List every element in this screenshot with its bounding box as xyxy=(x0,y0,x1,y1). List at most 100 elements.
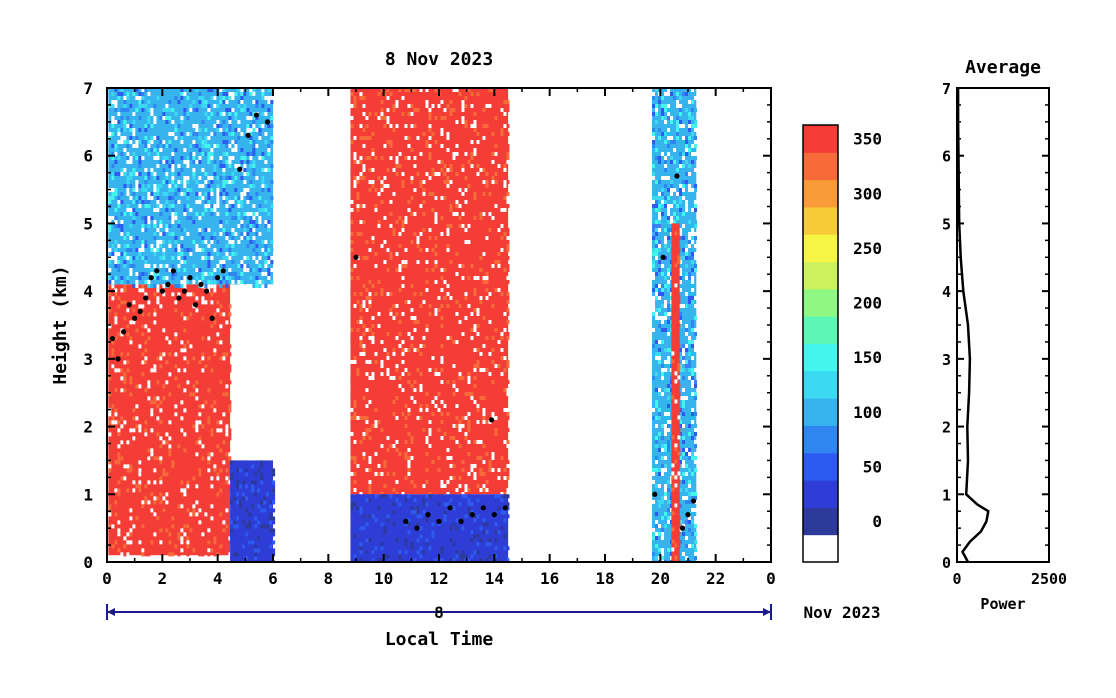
heat-cell xyxy=(395,372,399,376)
heat-cell xyxy=(114,444,118,449)
heat-cell xyxy=(359,492,363,496)
heat-cell xyxy=(213,552,217,557)
heat-cell xyxy=(473,352,477,356)
heat-cell xyxy=(222,456,226,461)
heat-cell xyxy=(377,328,381,332)
heat-cell xyxy=(377,396,381,400)
heat-cell xyxy=(404,488,408,492)
heat-cell xyxy=(183,332,187,337)
heat-cell xyxy=(380,148,384,152)
heat-cell xyxy=(407,136,411,140)
heat-cell xyxy=(401,144,405,148)
heat-cell xyxy=(213,160,217,164)
heat-cell xyxy=(207,492,211,497)
heat-cell xyxy=(195,396,199,401)
heat-cell xyxy=(126,540,130,545)
heat-cell xyxy=(174,432,178,437)
heat-cell xyxy=(479,468,483,472)
heat-cell xyxy=(377,128,381,132)
heat-cell xyxy=(246,268,250,272)
heat-cell xyxy=(198,440,202,445)
heat-cell xyxy=(383,348,387,352)
heat-cell xyxy=(443,268,447,272)
heat-cell xyxy=(440,416,444,420)
heat-cell xyxy=(243,236,247,240)
heat-cell xyxy=(120,388,124,393)
heat-cell xyxy=(473,104,477,108)
heat-cell xyxy=(401,112,405,116)
heat-cell xyxy=(174,300,178,305)
heat-cell xyxy=(413,304,417,308)
heat-cell xyxy=(356,320,360,324)
heat-cell xyxy=(374,112,378,116)
heat-cell xyxy=(368,200,372,204)
heat-cell xyxy=(135,456,139,461)
heat-cell xyxy=(410,368,414,372)
heat-cell xyxy=(407,164,411,168)
heat-cell xyxy=(263,496,267,501)
heat-cell xyxy=(135,384,139,389)
heat-cell xyxy=(204,204,208,208)
heat-cell xyxy=(177,392,181,397)
heat-cell xyxy=(482,316,486,320)
heat-cell xyxy=(419,180,423,184)
heat-cell xyxy=(455,152,459,156)
heat-cell xyxy=(260,472,264,477)
heat-cell xyxy=(240,220,244,224)
heat-cell xyxy=(174,364,178,369)
heat-cell xyxy=(225,276,229,280)
heat-cell xyxy=(237,120,241,124)
heat-cell xyxy=(120,416,124,421)
heat-cell xyxy=(192,508,196,513)
heat-cell xyxy=(159,324,163,329)
heat-cell xyxy=(470,384,474,388)
heat-cell xyxy=(108,432,112,437)
heat-cell xyxy=(383,464,387,468)
heat-cell xyxy=(147,484,151,489)
heat-cell xyxy=(437,164,441,168)
heat-cell xyxy=(132,284,136,288)
heat-cell xyxy=(440,132,444,136)
heat-cell xyxy=(455,180,459,184)
heat-cell xyxy=(428,240,432,244)
heat-cell xyxy=(359,88,363,92)
heat-cell xyxy=(353,160,357,164)
heat-cell xyxy=(443,428,447,432)
heat-cell xyxy=(356,352,360,356)
heat-cell xyxy=(473,400,477,404)
heat-cell xyxy=(219,248,223,252)
heat-cell xyxy=(195,456,199,461)
heat-cell xyxy=(225,480,229,485)
heat-cell xyxy=(108,216,112,220)
heat-cell xyxy=(162,248,166,252)
heat-cell xyxy=(174,388,178,393)
heat-cell xyxy=(216,344,220,349)
heat-cell xyxy=(225,468,229,473)
heat-cell xyxy=(413,88,417,92)
heat-cell xyxy=(222,168,226,172)
heat-cell xyxy=(392,480,396,484)
heat-cell xyxy=(153,116,157,120)
heat-cell xyxy=(129,280,133,284)
heat-cell xyxy=(123,264,127,268)
heat-cell xyxy=(239,524,243,529)
heat-cell xyxy=(159,540,163,545)
heat-cell xyxy=(171,164,175,168)
heat-cell xyxy=(356,192,360,196)
heat-cell xyxy=(120,276,124,280)
heat-cell xyxy=(189,368,193,373)
heat-cell xyxy=(392,160,396,164)
heat-cell xyxy=(114,388,118,393)
heat-cell xyxy=(174,504,178,509)
heat-cell xyxy=(383,216,387,220)
heat-cell xyxy=(123,128,127,132)
heat-cell xyxy=(389,192,393,196)
heat-cell xyxy=(195,524,199,529)
heat-cell xyxy=(207,152,211,156)
heat-cell xyxy=(222,196,226,200)
heat-cell xyxy=(165,200,169,204)
heat-cell xyxy=(180,528,184,533)
heat-cell xyxy=(147,216,151,220)
heat-cell xyxy=(491,436,495,440)
heat-cell xyxy=(233,508,237,513)
